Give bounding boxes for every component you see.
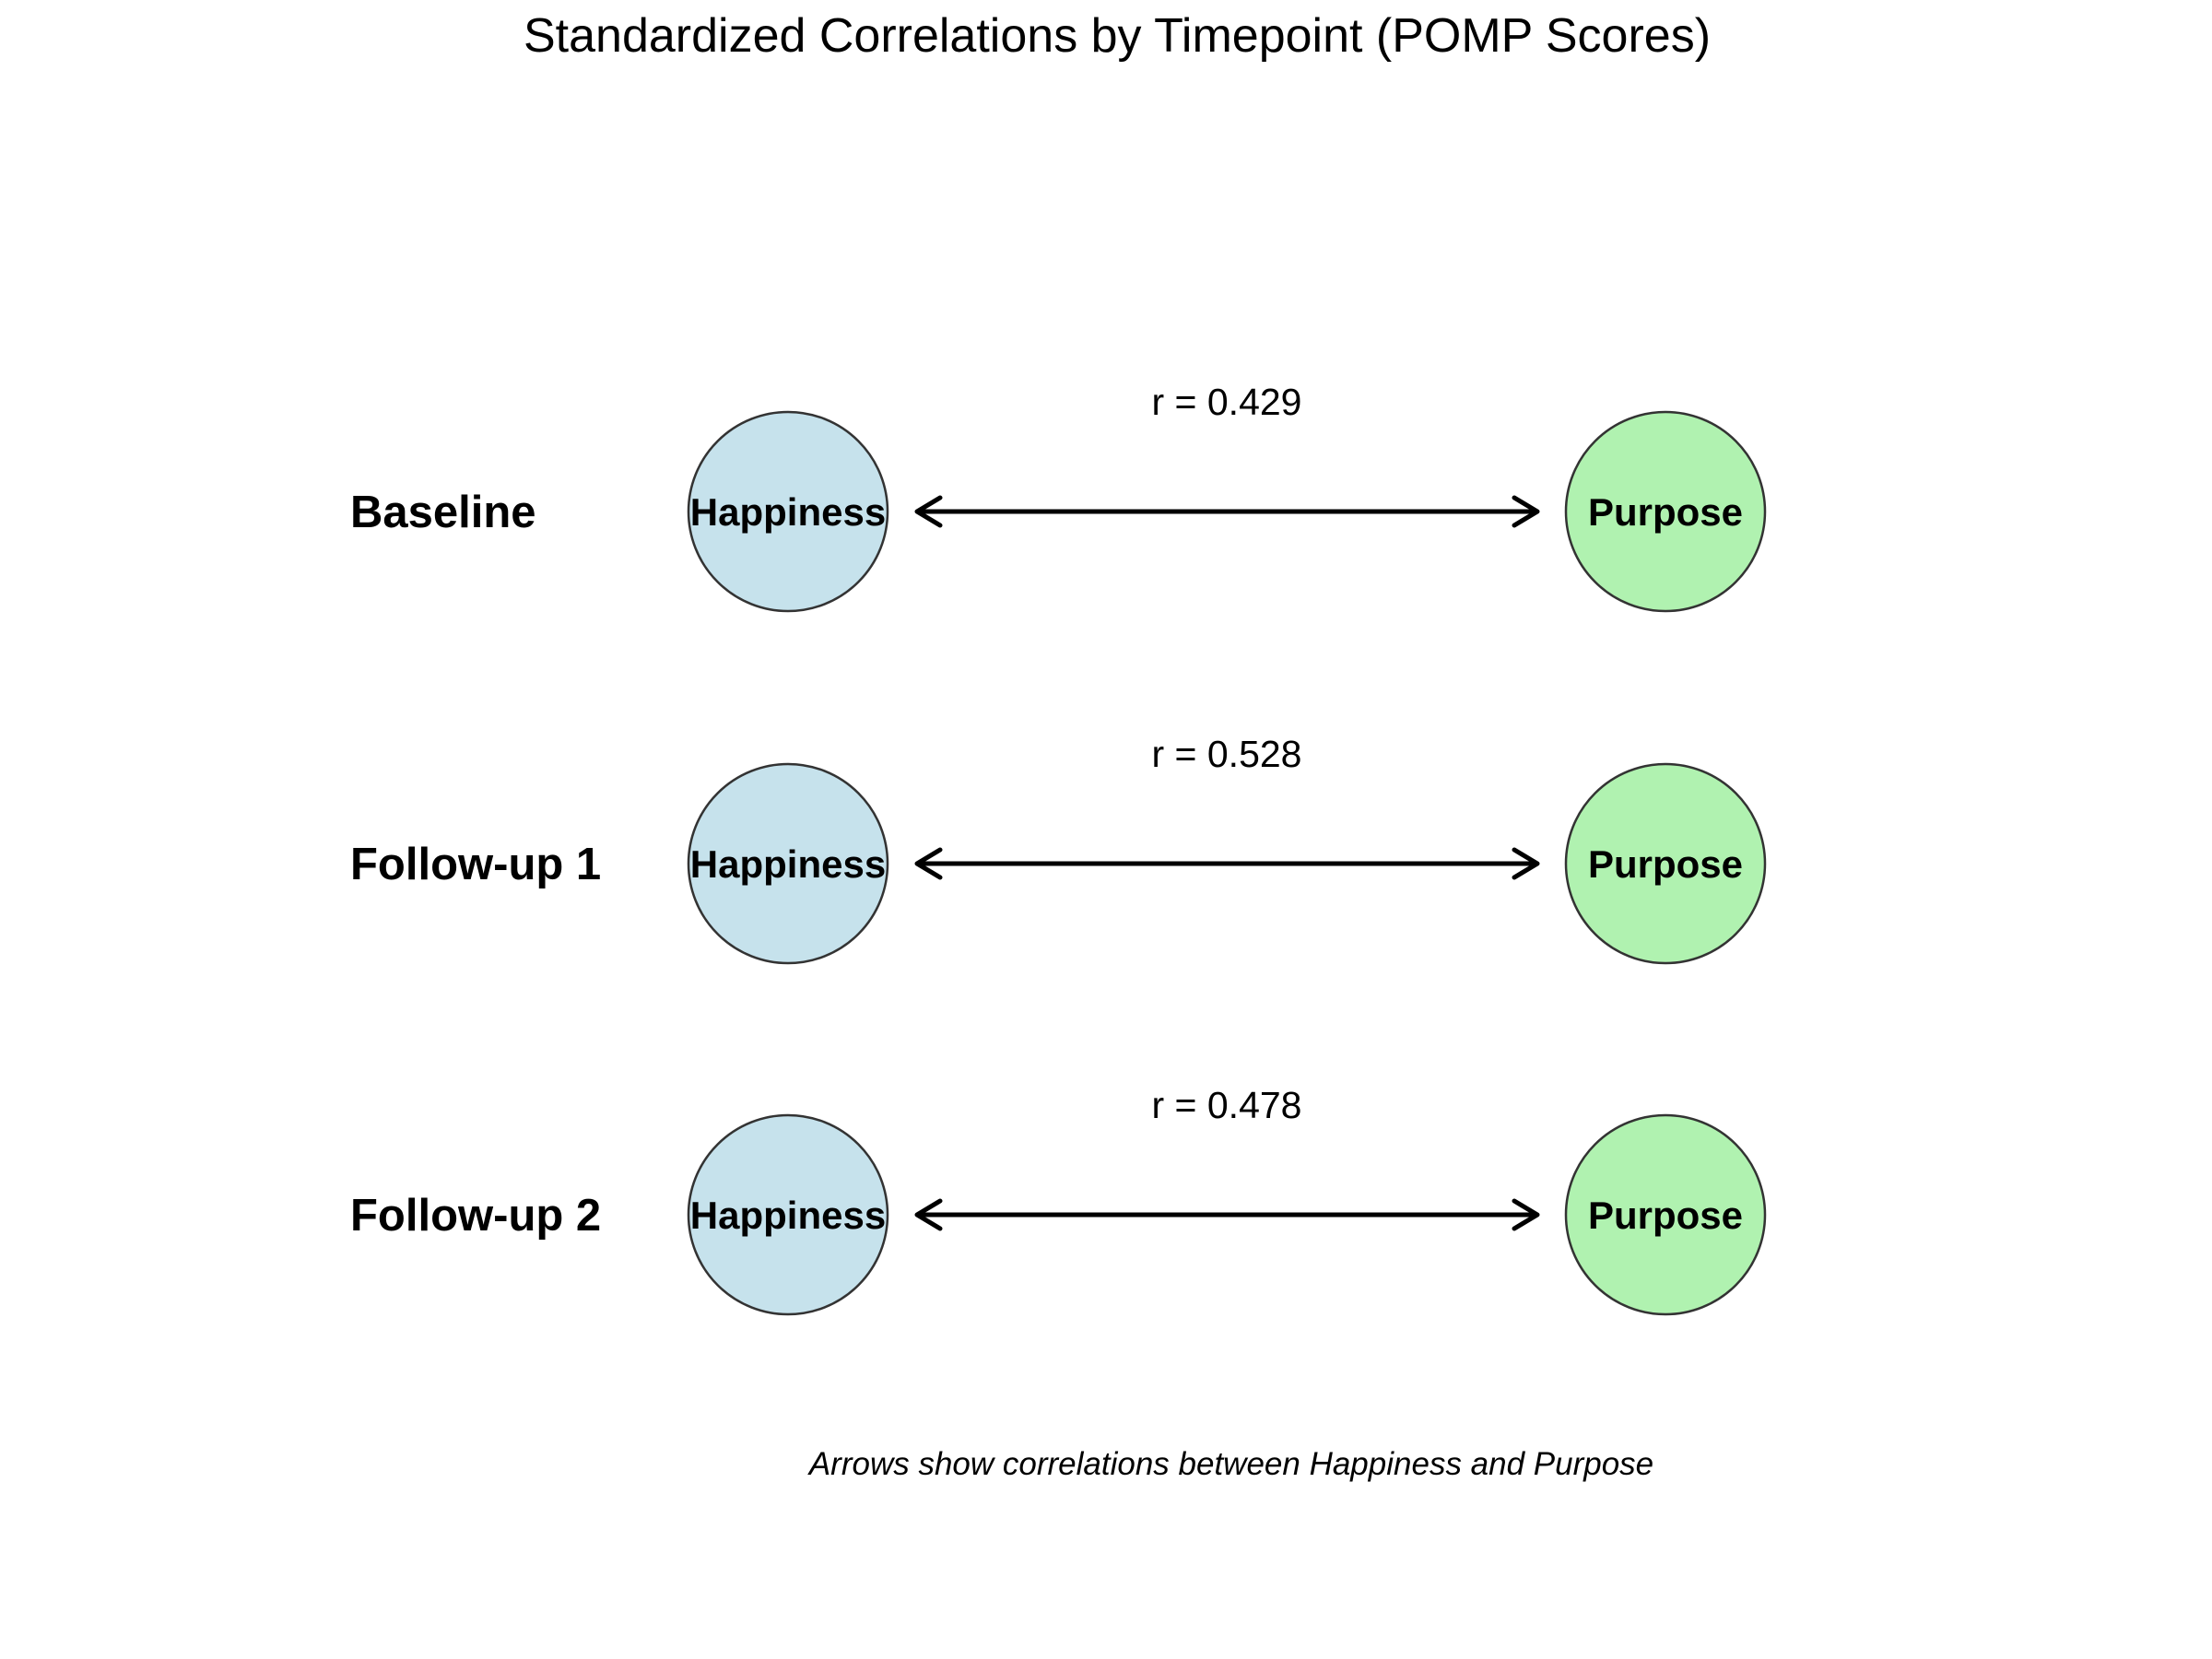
diagram-title: Standardized Correlations by Timepoint (…: [524, 9, 1711, 63]
arrow-head-left: [914, 847, 943, 880]
happiness-node-label: Happiness: [690, 842, 886, 886]
rows-container: Baseline Happiness Purpose r = 0.429 Follow-…: [350, 381, 1767, 1316]
purpose-node: [1564, 762, 1767, 965]
diagram-note: Arrows show correlations between Happine…: [807, 1446, 1653, 1482]
happiness-node-label: Happiness: [690, 490, 886, 534]
timepoint-label: Follow-up 1: [350, 840, 601, 889]
purpose-node-label: Purpose: [1588, 490, 1743, 534]
timepoint-label: Baseline: [350, 488, 536, 537]
arrow-head-left: [914, 1198, 943, 1231]
timepoint-row: Baseline Happiness Purpose r = 0.429: [350, 381, 1767, 613]
correlation-label: r = 0.429: [1152, 381, 1302, 423]
correlation-label: r = 0.478: [1152, 1084, 1302, 1126]
happiness-node-label: Happiness: [690, 1194, 886, 1237]
arrow-head-right: [1512, 495, 1540, 528]
arrow-head-right: [1512, 847, 1540, 880]
timepoint-row: Follow-up 2 Happiness Purpose r = 0.478: [350, 1084, 1767, 1316]
purpose-node-label: Purpose: [1588, 1194, 1743, 1237]
happiness-node: [687, 762, 889, 965]
happiness-node: [687, 1113, 889, 1316]
correlation-label: r = 0.528: [1152, 733, 1302, 775]
arrow-head-right: [1512, 1198, 1540, 1231]
purpose-node: [1564, 1113, 1767, 1316]
timepoint-label: Follow-up 2: [350, 1191, 601, 1241]
happiness-node: [687, 410, 889, 613]
arrow-head-left: [914, 495, 943, 528]
purpose-node-label: Purpose: [1588, 842, 1743, 886]
purpose-node: [1564, 410, 1767, 613]
timepoint-row: Follow-up 1 Happiness Purpose r = 0.528: [350, 733, 1767, 965]
